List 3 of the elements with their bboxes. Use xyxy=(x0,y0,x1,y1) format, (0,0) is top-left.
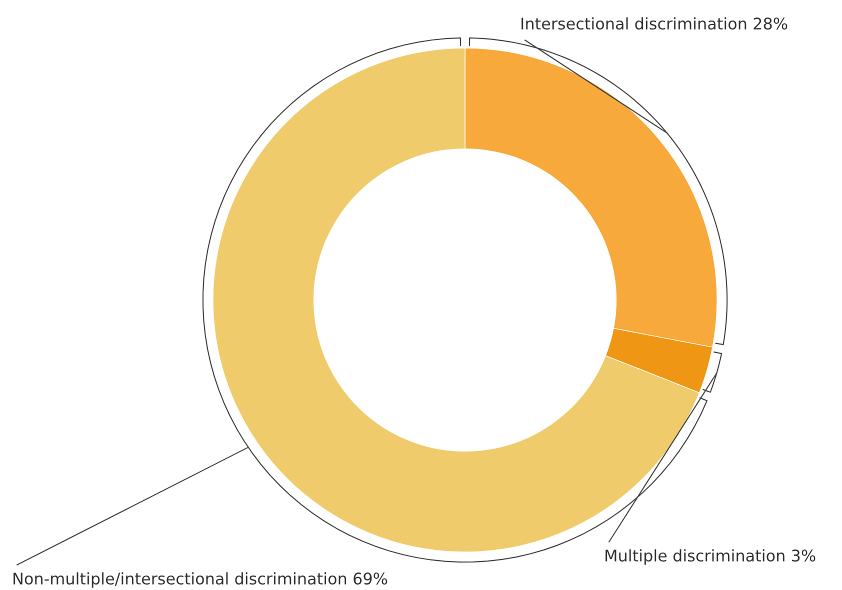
slice-label: Non-multiple/intersectional discrimination 69% xyxy=(14,572,388,588)
slice-label: Intersectional discrimination 28% xyxy=(522,17,788,30)
slice-label: Multiple discrimination 3% xyxy=(606,549,816,565)
